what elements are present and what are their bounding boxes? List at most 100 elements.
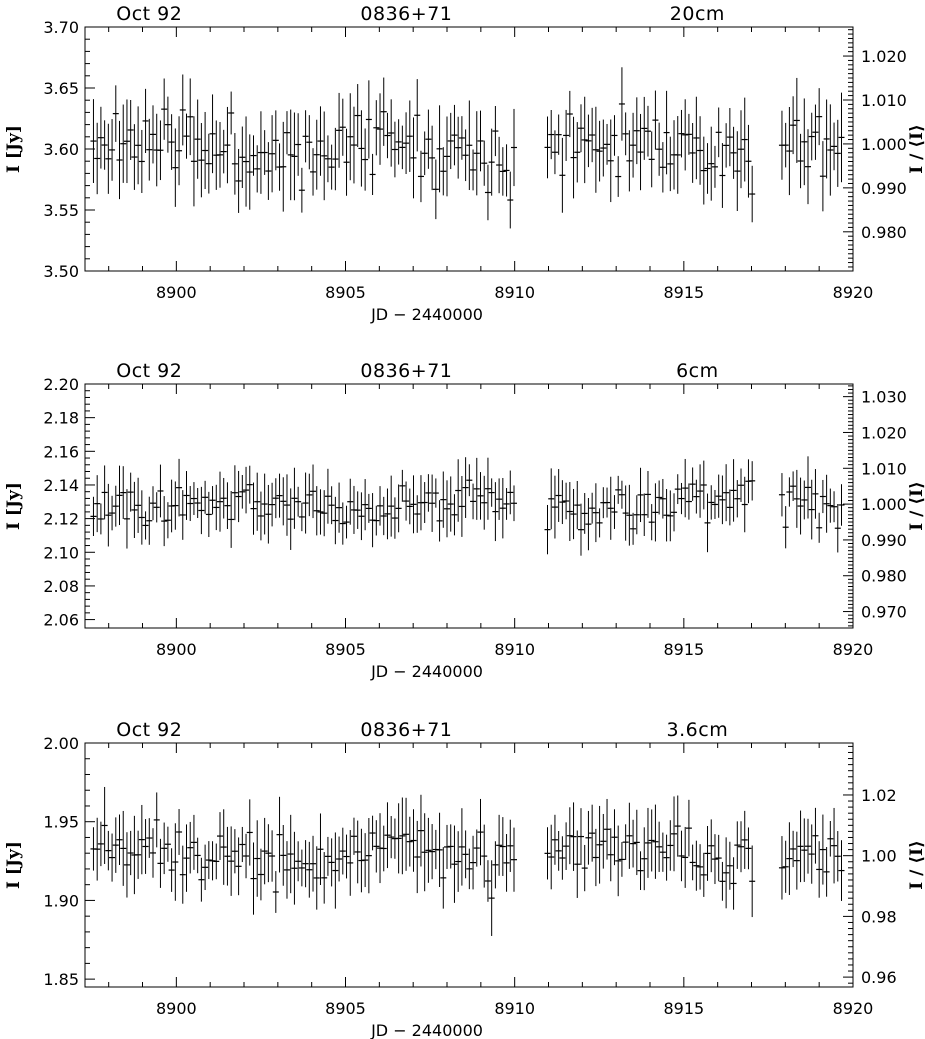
data-point bbox=[205, 841, 212, 880]
data-point bbox=[745, 124, 752, 198]
data-point bbox=[243, 466, 250, 514]
data-point bbox=[648, 809, 655, 872]
data-point bbox=[406, 488, 413, 525]
data-point bbox=[816, 512, 823, 543]
data-point bbox=[403, 112, 410, 174]
data-point bbox=[496, 814, 503, 876]
x-tick-label: 8915 bbox=[663, 999, 704, 1018]
data-point bbox=[551, 475, 558, 539]
data-point bbox=[321, 490, 328, 537]
data-point bbox=[269, 830, 276, 882]
data-point bbox=[410, 809, 417, 872]
data-point bbox=[101, 465, 108, 520]
data-point bbox=[808, 824, 815, 884]
data-point bbox=[131, 124, 138, 190]
data-point bbox=[816, 841, 823, 898]
data-point bbox=[503, 144, 510, 197]
data-point bbox=[228, 91, 235, 135]
data-point bbox=[135, 106, 142, 185]
data-point bbox=[790, 96, 797, 155]
data-point bbox=[671, 796, 678, 872]
data-point bbox=[644, 470, 651, 518]
x-tick-label: 8920 bbox=[833, 640, 874, 659]
data-point bbox=[395, 803, 402, 874]
data-point bbox=[838, 484, 845, 526]
data-point bbox=[819, 479, 826, 514]
data-point bbox=[652, 804, 659, 879]
data-point bbox=[663, 489, 670, 542]
data-point bbox=[295, 113, 302, 176]
data-point bbox=[440, 847, 447, 909]
panel-title-date: Oct 92 bbox=[116, 360, 182, 382]
data-point bbox=[164, 502, 171, 539]
data-point bbox=[778, 836, 785, 900]
data-point bbox=[421, 813, 428, 892]
data-point bbox=[391, 497, 398, 539]
data-point bbox=[726, 841, 733, 890]
data-point bbox=[306, 841, 313, 898]
data-point bbox=[313, 846, 320, 910]
data-point bbox=[496, 136, 503, 194]
data-point bbox=[321, 111, 328, 201]
data-point bbox=[283, 841, 290, 899]
data-point bbox=[827, 104, 834, 196]
data-point bbox=[373, 100, 380, 156]
data-point bbox=[812, 807, 819, 864]
right-y-axis-label: I / ⟨I⟩ bbox=[907, 481, 925, 531]
data-point bbox=[429, 824, 436, 880]
data-point bbox=[470, 149, 477, 191]
y-axis-label: I [Jy] bbox=[4, 482, 24, 530]
data-point bbox=[164, 96, 171, 153]
data-point bbox=[377, 486, 384, 526]
x-tick-label: 8915 bbox=[663, 283, 704, 302]
data-point bbox=[462, 830, 469, 879]
x-tick-label: 8905 bbox=[325, 640, 366, 659]
data-point bbox=[492, 106, 499, 157]
data-point bbox=[395, 119, 402, 165]
data-point bbox=[823, 847, 830, 897]
data-point bbox=[176, 458, 183, 517]
data-point bbox=[689, 467, 696, 501]
data-point bbox=[417, 150, 424, 203]
data-point bbox=[507, 819, 514, 872]
data-point bbox=[440, 147, 447, 196]
data-point bbox=[384, 112, 391, 159]
data-point bbox=[611, 809, 618, 866]
data-point bbox=[295, 486, 302, 517]
data-point bbox=[559, 137, 566, 213]
data-point bbox=[388, 475, 395, 537]
data-point bbox=[503, 488, 510, 520]
data-point bbox=[626, 484, 633, 546]
data-point bbox=[421, 131, 428, 176]
x-tick-label: 8905 bbox=[325, 283, 366, 302]
right-y-tick-label: 0.98 bbox=[861, 907, 897, 926]
data-point bbox=[406, 100, 413, 172]
y-tick-label: 2.12 bbox=[43, 510, 79, 529]
data-point bbox=[123, 489, 130, 549]
x-axis-label: JD − 2440000 bbox=[370, 662, 483, 681]
data-point bbox=[205, 491, 212, 538]
data-point bbox=[373, 820, 380, 873]
data-point bbox=[246, 465, 253, 504]
data-point bbox=[663, 90, 670, 175]
data-point bbox=[120, 466, 127, 519]
data-point bbox=[492, 482, 499, 542]
data-point bbox=[622, 112, 629, 156]
data-point bbox=[231, 465, 238, 521]
data-point bbox=[369, 815, 376, 851]
data-point bbox=[488, 478, 495, 507]
data-point bbox=[693, 840, 700, 891]
data-point bbox=[246, 134, 253, 210]
data-point bbox=[801, 818, 808, 882]
data-point bbox=[581, 844, 588, 892]
data-point bbox=[689, 844, 696, 881]
data-point bbox=[302, 472, 309, 534]
data-point bbox=[425, 109, 432, 169]
data-point bbox=[276, 796, 283, 873]
data-point bbox=[146, 496, 153, 545]
data-point bbox=[697, 464, 704, 518]
data-point bbox=[734, 480, 741, 518]
data-point bbox=[481, 475, 488, 530]
panel-title-wavelength: 20cm bbox=[670, 3, 725, 25]
data-point bbox=[105, 830, 112, 871]
